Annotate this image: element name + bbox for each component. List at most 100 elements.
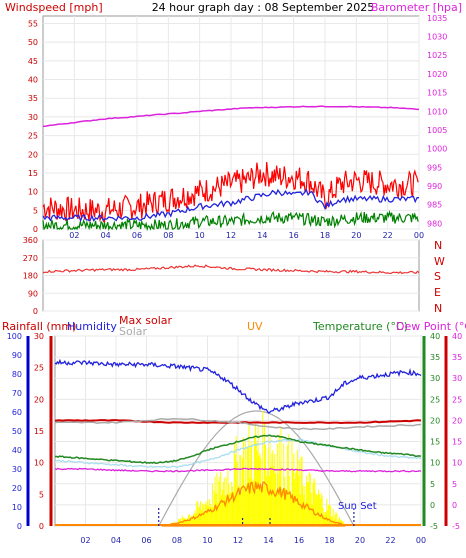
wind-x-tick-10: 10	[195, 231, 205, 240]
barometer-tick-1030: 1030	[427, 33, 447, 42]
humidity-tick-20: 20	[12, 484, 22, 493]
humidity-tick-60: 60	[12, 408, 22, 417]
wind-tick-25: 25	[28, 132, 38, 141]
wind-tick-35: 35	[28, 94, 38, 103]
wind-tick-5: 5	[33, 206, 38, 215]
apparent-temp-line	[54, 438, 422, 469]
direction-tick-180: 180	[23, 272, 38, 281]
uv-line	[161, 481, 346, 527]
wind-tick-30: 30	[28, 113, 38, 122]
temp-tick--5: -5	[430, 522, 438, 531]
legend-uv: UV	[247, 320, 263, 333]
wind-tick-45: 45	[28, 57, 38, 66]
temp-tick-20: 20	[430, 416, 440, 425]
barometer-tick-1020: 1020	[427, 70, 447, 79]
wind-direction-line	[42, 264, 420, 275]
windspeed-min-line	[42, 210, 419, 232]
barometer-tick-1005: 1005	[427, 126, 447, 135]
dew-tick-20: 20	[452, 416, 462, 425]
humidity-tick-100: 100	[7, 332, 22, 341]
wind-x-tick-04: 04	[101, 231, 111, 240]
wind-tick-15: 15	[28, 169, 38, 178]
wind-tick-0: 0	[33, 225, 38, 234]
legend-temperature: Temperature (°C)	[312, 320, 408, 333]
wind-tick-10: 10	[28, 188, 38, 197]
humidity-line	[54, 358, 422, 414]
direction-letter-n-top: N	[434, 239, 442, 252]
wind-x-tick-12: 12	[226, 231, 236, 240]
temp-tick-15: 15	[430, 438, 440, 447]
weather-x-tick-12: 12	[233, 536, 243, 545]
wind-tick-55: 55	[28, 19, 38, 28]
solar-line	[54, 417, 422, 431]
direction-letter-e: E	[434, 286, 441, 299]
barometer-tick-980: 980	[427, 219, 442, 228]
barometer-tick-1000: 1000	[427, 145, 447, 154]
wind-tick-20: 20	[28, 150, 38, 159]
weather-x-tick-20: 20	[355, 536, 365, 545]
legend-max-solar: Max solar	[119, 314, 172, 327]
rain-tick-30: 30	[34, 332, 44, 341]
dew-tick-25: 25	[452, 395, 462, 404]
humidity-tick-50: 50	[12, 427, 22, 436]
weather-x-tick-16: 16	[294, 536, 304, 545]
rain-tick-10: 10	[34, 459, 44, 468]
weather-x-tick-08: 08	[172, 536, 182, 545]
direction-letter-s: S	[434, 270, 441, 283]
legend-humidity: Humidity	[67, 320, 117, 333]
chart-title: 24 hour graph day : 08 September 2025	[152, 1, 375, 14]
dew-tick-15: 15	[452, 438, 462, 447]
dew-tick-30: 30	[452, 374, 462, 383]
legend-dew-point: Dew Point (°C)	[396, 320, 466, 333]
temp-tick-0: 0	[430, 501, 435, 510]
sunset-label: Sun Set	[338, 501, 377, 512]
wind-x-tick-08: 08	[163, 231, 173, 240]
weather-x-tick-18: 18	[324, 536, 334, 545]
rain-tick-25: 25	[34, 364, 44, 373]
barometer-tick-1015: 1015	[427, 89, 447, 98]
humidity-tick-40: 40	[12, 446, 22, 455]
max-solar-line	[54, 419, 422, 425]
rain-tick-0: 0	[39, 522, 44, 531]
rain-tick-15: 15	[34, 427, 44, 436]
wind-x-tick-22: 22	[383, 231, 393, 240]
humidity-tick-90: 90	[12, 351, 22, 360]
barometer-tick-1010: 1010	[427, 107, 447, 116]
windspeed-avg-line	[42, 187, 419, 223]
dew-point-line	[54, 467, 422, 473]
weather-x-tick-14: 14	[263, 536, 273, 545]
barometer-axis-title: Barometer [hpa]	[371, 1, 462, 14]
weather-x-tick-10: 10	[202, 536, 212, 545]
legend-solar: Solar	[119, 325, 148, 338]
rain-tick-5: 5	[39, 490, 44, 499]
weather-x-tick-02: 02	[80, 536, 90, 545]
barometer-line	[42, 105, 420, 128]
dew-tick-40: 40	[452, 332, 462, 341]
direction-letter-n-bottom: N	[434, 302, 442, 315]
wind-x-tick-14: 14	[257, 231, 267, 240]
weather-x-tick-00: 00	[416, 536, 426, 545]
barometer-tick-995: 995	[427, 163, 442, 172]
humidity-tick-30: 30	[12, 465, 22, 474]
temp-tick-25: 25	[430, 395, 440, 404]
temp-tick-35: 35	[430, 353, 440, 362]
weather-x-tick-06: 06	[141, 536, 151, 545]
barometer-tick-1035: 1035	[427, 14, 447, 23]
tick-labels: 0510152025303540455055980985990995100010…	[7, 14, 462, 545]
dew-tick-5: 5	[452, 480, 457, 489]
temp-tick-30: 30	[430, 374, 440, 383]
direction-tick-90: 90	[28, 289, 38, 298]
direction-tick-0: 0	[33, 307, 38, 316]
direction-tick-270: 270	[23, 254, 38, 263]
wind-x-tick-20: 20	[351, 231, 361, 240]
dew-tick--5: -5	[452, 522, 460, 531]
barometer-tick-985: 985	[427, 201, 442, 210]
dew-tick-35: 35	[452, 353, 462, 362]
wind-x-tick-02: 02	[69, 231, 79, 240]
direction-letter-w: W	[434, 255, 445, 268]
barometer-tick-1025: 1025	[427, 51, 447, 60]
direction-tick-360: 360	[23, 236, 38, 245]
legend-rainfall: Rainfall (mm)	[2, 320, 76, 333]
windspeed-axis-title: Windspeed [mph]	[5, 1, 103, 14]
